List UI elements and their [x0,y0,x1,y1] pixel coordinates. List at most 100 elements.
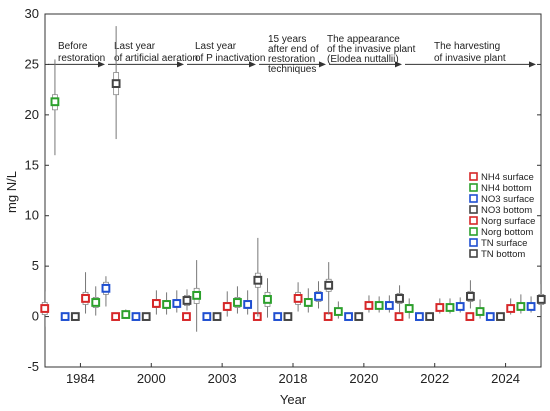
mean-marker [60,312,70,321]
y-tick-label: 25 [25,56,39,71]
data-point [466,280,475,309]
legend-marker [469,172,478,181]
mean-marker [465,312,475,321]
data-point [263,278,272,318]
annotation-text: 15 years [268,34,306,45]
mean-marker [323,312,333,321]
data-point [536,284,546,317]
mean-marker [526,302,536,311]
mean-marker [243,300,253,309]
mean-marker [485,312,495,321]
data-point [516,294,526,314]
x-tick-label: 2024 [491,371,520,386]
legend-marker [469,249,478,258]
data-point [445,298,455,314]
timeline-arrowhead [98,61,105,68]
mean-marker [374,301,384,310]
mean-marker [425,312,435,321]
data-point [131,312,141,321]
mean-marker [394,312,404,321]
timeline-arrowhead [177,61,184,68]
data-point [222,291,232,317]
x-tick-label: 2003 [208,371,237,386]
x-tick-label: 2018 [279,371,308,386]
legend-marker [469,238,478,247]
mean-marker [233,298,242,307]
data-point [465,312,475,321]
data-point [364,295,374,313]
timeline-arrowhead [249,61,256,68]
data-point [121,309,131,319]
mean-marker [182,312,191,321]
legend-marker [469,227,478,236]
mean-marker [91,298,101,307]
mean-marker [182,296,192,305]
mean-marker [253,275,263,285]
mean-marker [293,294,303,303]
marks-layer [40,26,546,332]
mean-marker [324,280,334,290]
data-point [506,298,516,315]
data-point [354,312,364,321]
data-point [233,286,242,314]
mean-marker [172,299,182,308]
legend-label: NO3 bottom [481,205,532,216]
y-axis-title: mg N/L [4,171,19,213]
mean-marker [252,312,262,321]
data-point [395,285,404,313]
mean-marker [395,294,404,303]
mean-marker [516,302,526,311]
mean-marker [162,300,171,309]
mean-marker [101,283,111,293]
mean-marker [202,312,212,321]
data-point [50,59,60,156]
y-tick-label: 0 [32,309,39,324]
data-point [485,312,495,321]
mean-marker [151,299,161,308]
annotation-text: restoration [58,53,105,64]
legend-label: NO3 surface [481,194,534,205]
annotation-text: of the invasive plant [327,44,416,55]
data-point [202,312,212,321]
data-point [253,237,263,317]
x-tick-label: 2000 [137,371,166,386]
annotation-text: techniques [268,64,316,75]
data-point [435,298,445,314]
annotation-text: (Elodea nuttallii) [327,54,399,65]
data-point [182,312,191,321]
data-point [192,260,202,332]
mean-marker [273,312,283,321]
data-point [323,312,333,321]
data-point [314,281,323,309]
data-point [455,297,465,313]
data-point [252,312,262,321]
data-point [101,276,111,307]
mean-marker [364,301,374,310]
y-tick-label: 15 [25,157,39,172]
annotation-text: The appearance [327,34,400,45]
mean-marker [455,302,465,311]
mean-marker [70,312,80,321]
mean-marker [283,312,293,321]
data-point [91,286,101,316]
annotation-text: Last year [195,41,237,52]
mean-marker [222,302,232,311]
annotation-text: restoration [268,54,315,65]
x-tick-label: 1984 [66,371,95,386]
data-point [212,312,222,321]
x-axis-title: Year [280,392,307,407]
mean-marker [111,79,121,88]
mean-marker [466,292,475,301]
mean-marker [263,295,272,304]
data-point [303,288,313,313]
mean-marker [354,312,364,321]
y-tick-label: 20 [25,107,39,122]
data-point [394,312,404,321]
annotation-text: of artificial aeration [114,53,198,64]
data-point [60,312,70,321]
data-point [141,312,151,321]
legend-marker [469,183,478,192]
